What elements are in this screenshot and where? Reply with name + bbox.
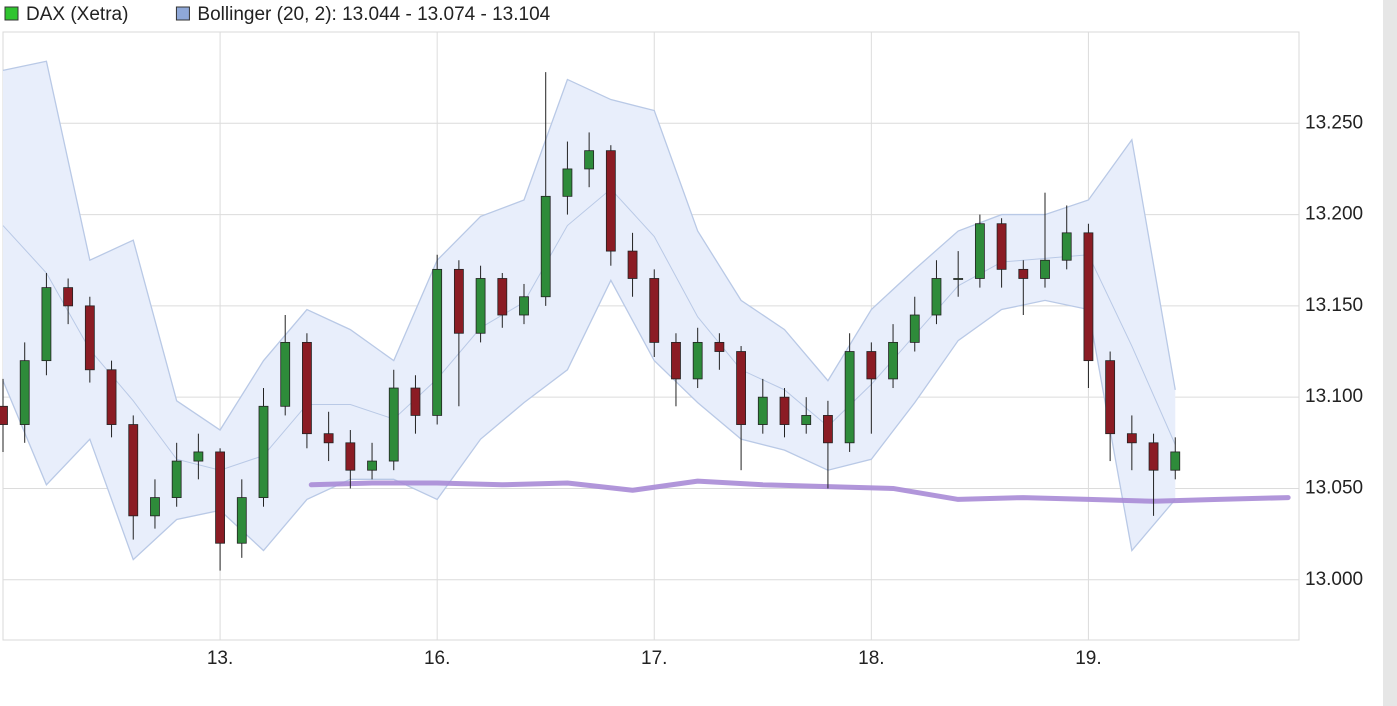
x-tick-label: 16. [424, 648, 450, 669]
candle-body [866, 351, 877, 380]
candle-body [171, 460, 182, 498]
candle-body [193, 451, 204, 462]
legend-swatch [175, 6, 190, 21]
candle-body [801, 415, 812, 425]
y-tick-label: 13.100 [1305, 386, 1363, 407]
bollinger-area [3, 61, 1176, 560]
candle-body [128, 424, 139, 517]
candle-body [823, 415, 833, 444]
candle-body [909, 314, 920, 343]
candle-body [1170, 451, 1181, 471]
y-tick-label: 13.250 [1305, 112, 1363, 133]
scrollbar[interactable] [1383, 0, 1397, 706]
candle-body [302, 341, 312, 435]
candle-body [19, 360, 30, 425]
candle-body [627, 250, 638, 279]
candle-body [475, 278, 486, 334]
overlay-line [308, 478, 1291, 504]
candle-body [0, 405, 8, 425]
candle-body [736, 351, 746, 425]
x-tick-label: 13. [207, 648, 233, 669]
candle-body [605, 150, 616, 252]
candle-body [540, 195, 551, 298]
candle-body [150, 497, 160, 517]
legend-label: Bollinger (20, 2): 13.044 - 13.074 - 13.… [197, 4, 550, 25]
y-tick-label: 13.050 [1305, 477, 1363, 498]
candle-body [974, 223, 985, 279]
candle-body [931, 278, 942, 316]
y-tick-label: 13.150 [1305, 295, 1363, 316]
candle-body [996, 223, 1007, 270]
candle-body [519, 296, 529, 316]
candle-body [757, 396, 768, 425]
candle-body [649, 278, 660, 343]
candle-body [106, 369, 117, 425]
candle-body [1018, 268, 1029, 279]
candle-body [714, 341, 725, 352]
y-tick-label: 13.000 [1305, 569, 1363, 590]
candle-body [453, 268, 464, 334]
candle-body [1061, 232, 1072, 261]
candle-body [779, 396, 790, 425]
bollinger-lower [2, 278, 1176, 561]
legend-label: DAX (Xetra) [26, 4, 128, 25]
candle-body [323, 433, 334, 444]
candle-body [432, 268, 443, 416]
x-tick-label: 19. [1075, 648, 1101, 669]
candle-body [1040, 259, 1050, 279]
candle-body [1126, 433, 1137, 444]
x-tick-label: 17. [641, 648, 667, 669]
candle-body [584, 150, 595, 170]
candle-body [844, 351, 855, 444]
candle-body [258, 405, 269, 498]
candle-body [497, 278, 508, 316]
candle-body [562, 168, 573, 197]
y-tick-label: 13.200 [1305, 204, 1363, 225]
candle-body [1148, 442, 1159, 471]
candle-body [84, 305, 95, 371]
candle-body [410, 387, 421, 416]
legend-swatch [4, 6, 19, 21]
candle-body [367, 460, 377, 471]
candle-body [1105, 360, 1116, 435]
candle-body [953, 278, 964, 280]
candle-body [1083, 232, 1094, 362]
candle-body [888, 341, 898, 380]
candle-body [280, 341, 291, 407]
candle-body [236, 497, 247, 544]
candle-body [671, 341, 681, 380]
x-tick-label: 18. [858, 648, 884, 669]
candle-body [345, 442, 356, 471]
candle-body [215, 451, 225, 544]
candle-body [692, 341, 703, 380]
candle-body [63, 287, 74, 307]
candle-body [388, 387, 399, 462]
candle-body [41, 287, 52, 362]
